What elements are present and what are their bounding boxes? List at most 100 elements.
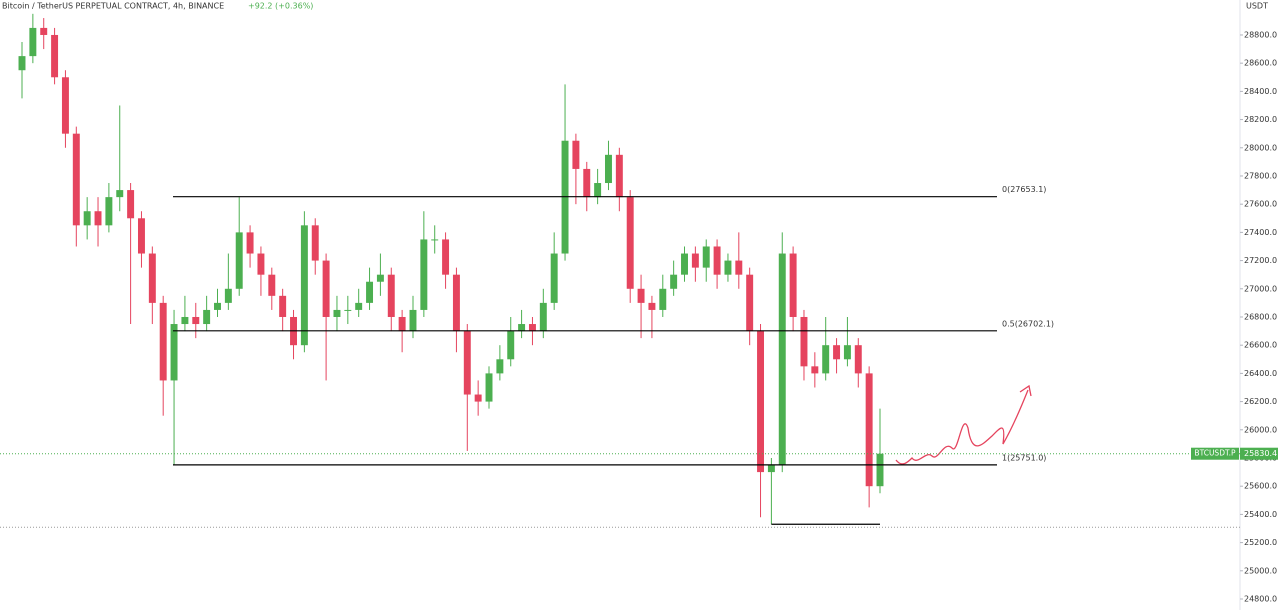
candle-body (757, 331, 765, 473)
y-tick-label: 28000.0 (1244, 143, 1277, 152)
y-tick-label: 27800.0 (1244, 171, 1277, 180)
candle-body (583, 168, 591, 198)
price-tag (1240, 447, 1278, 460)
candle-body (257, 253, 265, 275)
symbol-tag (1191, 447, 1239, 460)
candle-body (854, 345, 862, 374)
price-change: +92.2 (+0.36%) (248, 2, 313, 11)
y-tick-label: 26000.0 (1244, 425, 1277, 434)
axis-unit: USDT (1246, 2, 1268, 11)
y-tick-label: 26800.0 (1244, 312, 1277, 321)
y-tick-label: 28200.0 (1244, 115, 1277, 124)
y-tick-label: 25200.0 (1244, 538, 1277, 547)
candle-body (94, 211, 102, 226)
fib-label: 0(27653.1) (1002, 185, 1046, 194)
candle-body (29, 27, 37, 57)
candle-body (485, 373, 493, 402)
candle-body (105, 197, 113, 226)
y-tick-label: 25000.0 (1244, 566, 1277, 575)
candle-body (572, 140, 580, 169)
y-tick-label: 24800.0 (1244, 595, 1277, 604)
candle-body (778, 253, 786, 466)
candle-body (474, 394, 482, 402)
y-tick-label: 26400.0 (1244, 369, 1277, 378)
candle-body (659, 288, 667, 310)
candle-body (366, 281, 374, 303)
candle-body (691, 253, 699, 268)
candle-body (605, 154, 612, 184)
y-tick-label: 27400.0 (1244, 228, 1277, 237)
candle-body (648, 302, 656, 310)
candle-body (463, 331, 471, 395)
candle-body (767, 465, 775, 473)
candle-body (681, 253, 688, 275)
candle-body (431, 239, 439, 241)
candle-body (865, 373, 873, 487)
candle-body (452, 274, 460, 332)
candle-body (387, 274, 395, 317)
candle-body (279, 295, 287, 317)
candle-body (833, 345, 841, 360)
candle-body (626, 197, 634, 289)
candle-body (702, 246, 710, 268)
candle-body (246, 232, 254, 254)
candle-body (843, 345, 851, 360)
y-tick-label: 27000.0 (1244, 284, 1277, 293)
price-axis (1240, 0, 1280, 610)
candle-body (420, 239, 428, 310)
symbol-label: BTCUSDT.P (1194, 449, 1236, 458)
candle-body (300, 225, 308, 346)
y-tick-label: 27200.0 (1244, 256, 1277, 265)
last-price-label: 25830.4 (1244, 449, 1277, 458)
candle-body (268, 274, 276, 296)
candle-body (127, 190, 135, 219)
candle-body (355, 302, 363, 310)
y-tick-label: 28600.0 (1244, 59, 1277, 68)
candle-body (594, 183, 602, 198)
candle-body (344, 309, 352, 311)
y-tick-label: 26200.0 (1244, 397, 1277, 406)
candle-body (51, 34, 59, 78)
candle-body (724, 260, 732, 275)
y-tick-label: 25400.0 (1244, 510, 1277, 519)
y-tick-label: 28400.0 (1244, 87, 1277, 96)
candle-body (539, 302, 547, 332)
y-tick-label: 28800.0 (1244, 30, 1277, 39)
candle-body (550, 253, 558, 303)
candle-body (518, 324, 526, 332)
candle-body (789, 253, 797, 317)
candle-body (83, 211, 91, 226)
candle-body (376, 274, 384, 282)
candle-body (528, 324, 536, 332)
y-tick-label: 26600.0 (1244, 341, 1277, 350)
candle-body (235, 232, 243, 289)
fib-label: 1(25751.0) (1002, 453, 1046, 462)
candle-body (615, 154, 623, 198)
chart-title: Bitcoin / TetherUS PERPETUAL CONTRACT, 4… (2, 2, 224, 11)
candle-body (40, 27, 48, 35)
candle-body (72, 133, 80, 226)
candle-body (409, 309, 417, 332)
candle-body (116, 190, 124, 198)
hand-drawn-arrow (895, 384, 1032, 465)
candle-body (442, 239, 450, 275)
candle-body (670, 274, 678, 289)
candle-body (18, 56, 26, 71)
candle-body (507, 331, 515, 360)
candle-body (148, 253, 156, 303)
candle-body (811, 366, 819, 374)
candle-body (322, 260, 330, 317)
candle-body (203, 309, 211, 325)
candle-body (137, 218, 145, 254)
fib-label: 0.5(26702.1) (1002, 319, 1054, 328)
candle-body (822, 345, 830, 374)
candle-body (159, 302, 167, 381)
candle-body (181, 316, 189, 325)
candle-body (398, 316, 406, 332)
candle-body (214, 302, 221, 310)
y-tick-label: 27600.0 (1244, 200, 1277, 209)
candle-body (333, 309, 341, 317)
candle-body (496, 359, 504, 374)
candle-body (746, 274, 754, 332)
